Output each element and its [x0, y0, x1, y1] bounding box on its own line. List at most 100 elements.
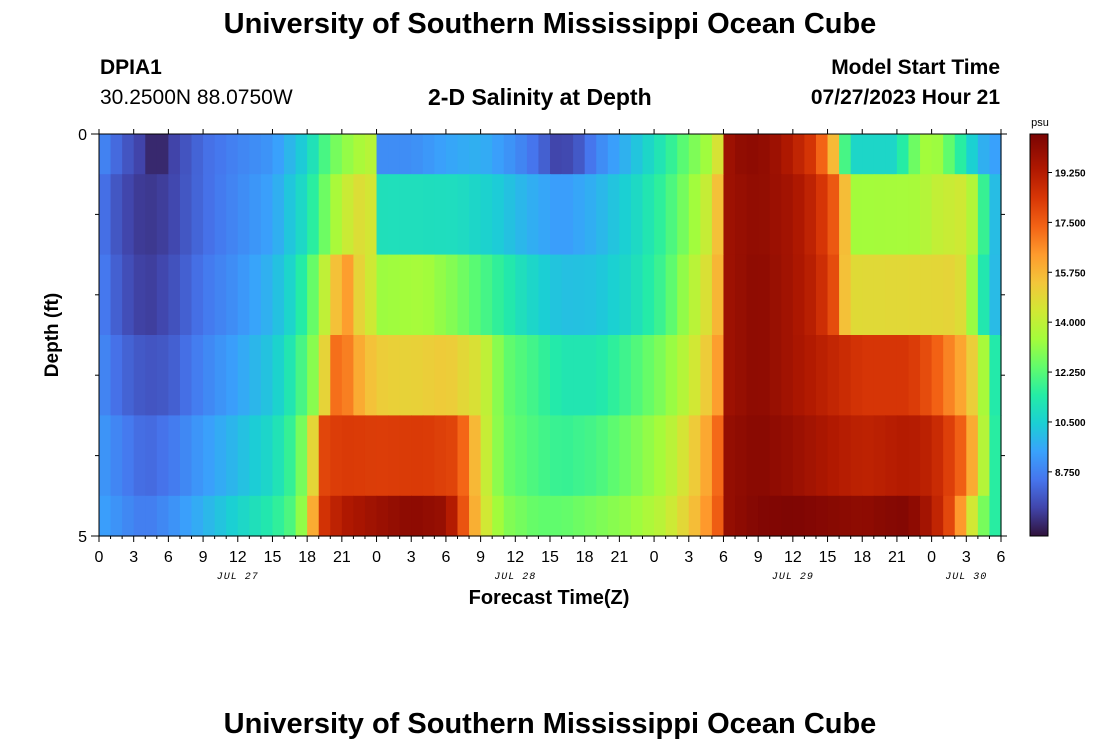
heatmap-cell	[295, 174, 308, 256]
heatmap-cell	[688, 415, 701, 497]
heatmap-cell	[977, 134, 991, 175]
heatmap-cell	[943, 495, 956, 537]
heatmap-cell	[399, 495, 412, 537]
heatmap-cell	[445, 134, 459, 175]
heatmap-cell	[827, 495, 840, 537]
heatmap-cell	[550, 415, 563, 497]
heatmap-cell	[873, 254, 886, 336]
heatmap-cell	[908, 254, 921, 336]
heatmap-cell	[203, 495, 216, 537]
heatmap-cell	[503, 495, 516, 537]
heatmap-cell	[272, 134, 285, 175]
heatmap-cell	[642, 174, 655, 256]
heatmap-cell	[966, 415, 979, 497]
heatmap-cell	[388, 254, 401, 336]
heatmap-cell	[469, 335, 482, 416]
heatmap-cell	[341, 174, 355, 256]
heatmap-cell	[515, 495, 528, 537]
heatmap-cell	[226, 415, 239, 497]
heatmap-cell	[781, 415, 794, 497]
heatmap-cell	[226, 495, 239, 537]
heatmap-cell	[434, 335, 447, 416]
heatmap-cell	[179, 134, 193, 175]
heatmap-cell	[573, 254, 586, 336]
heatmap-cell	[168, 174, 181, 256]
x-tick-label: 15	[819, 549, 837, 566]
heatmap-cell	[665, 335, 678, 416]
heatmap-cell	[815, 254, 829, 336]
colorbar-tick-label: 19.250	[1055, 168, 1086, 179]
heatmap-cell	[746, 254, 759, 336]
heatmap-cell	[896, 174, 910, 256]
heatmap-cell	[850, 134, 863, 175]
heatmap-cell	[260, 335, 274, 416]
heatmap-cell	[885, 134, 898, 175]
heatmap-cell	[538, 134, 551, 175]
date-label: JUL 29	[772, 572, 814, 583]
x-tick-label: 9	[476, 549, 485, 566]
heatmap-cell	[237, 495, 250, 537]
heatmap-cell	[792, 134, 806, 175]
heatmap-cell	[457, 134, 470, 175]
plot-title: 2-D Salinity at Depth	[428, 84, 652, 110]
heatmap-cell	[99, 174, 112, 256]
heatmap-cell	[122, 415, 135, 497]
heatmap-cell	[931, 174, 944, 256]
heatmap-cell	[168, 495, 181, 537]
heatmap-cell	[307, 254, 320, 336]
heatmap-cell	[931, 415, 944, 497]
heatmap-cell	[272, 415, 285, 497]
heatmap-cell	[607, 174, 620, 256]
y-tick-label: 5	[78, 529, 87, 546]
heatmap-cell	[630, 415, 644, 497]
heatmap-cell	[862, 335, 875, 416]
heatmap-cell	[179, 335, 193, 416]
heatmap-cell	[677, 254, 690, 336]
heatmap-cell	[272, 335, 285, 416]
heatmap-cell	[122, 335, 135, 416]
heatmap-cell	[156, 495, 169, 537]
heatmap-cell	[388, 134, 401, 175]
heatmap-cell	[191, 254, 204, 336]
heatmap-cell	[723, 254, 736, 336]
heatmap-cell	[503, 254, 516, 336]
colorbar-tick-label: 17.500	[1055, 218, 1086, 229]
heatmap-cell	[873, 335, 886, 416]
heatmap-cell	[295, 254, 308, 336]
heatmap-cell	[526, 495, 540, 537]
heatmap-cell	[630, 495, 644, 537]
heatmap-cell	[469, 495, 482, 537]
heatmap-cell	[203, 335, 216, 416]
heatmap-cell	[908, 495, 921, 537]
heatmap-cell	[804, 415, 817, 497]
heatmap-cell	[191, 174, 204, 256]
heatmap-cell	[758, 495, 771, 537]
heatmap-cell	[781, 495, 794, 537]
heatmap-cell	[156, 254, 169, 336]
heatmap-cell	[665, 134, 678, 175]
heatmap-cell	[411, 495, 424, 537]
heatmap-cell	[735, 174, 748, 256]
heatmap-cell	[723, 495, 736, 537]
heatmap-cell	[237, 254, 250, 336]
heatmap-cell	[827, 415, 840, 497]
heatmap-cell	[191, 335, 204, 416]
heatmap-cell	[526, 254, 540, 336]
heatmap-cell	[885, 335, 898, 416]
heatmap-cell	[550, 254, 563, 336]
heatmap-cell	[989, 254, 1002, 336]
heatmap-cell	[862, 174, 875, 256]
heatmap-cell	[376, 174, 389, 256]
heatmap-cell	[145, 254, 158, 336]
heatmap-cell	[596, 174, 609, 256]
model-start-label: Model Start Time	[831, 56, 1000, 79]
heatmap-cell	[214, 495, 227, 537]
heatmap-cell	[619, 174, 632, 256]
heatmap-cell	[873, 415, 886, 497]
heatmap-cell	[561, 134, 574, 175]
heatmap-cell	[630, 174, 644, 256]
heatmap-cell	[769, 254, 782, 336]
heatmap-cell	[110, 174, 123, 256]
heatmap-cell	[503, 174, 516, 256]
heatmap-cell	[573, 415, 586, 497]
